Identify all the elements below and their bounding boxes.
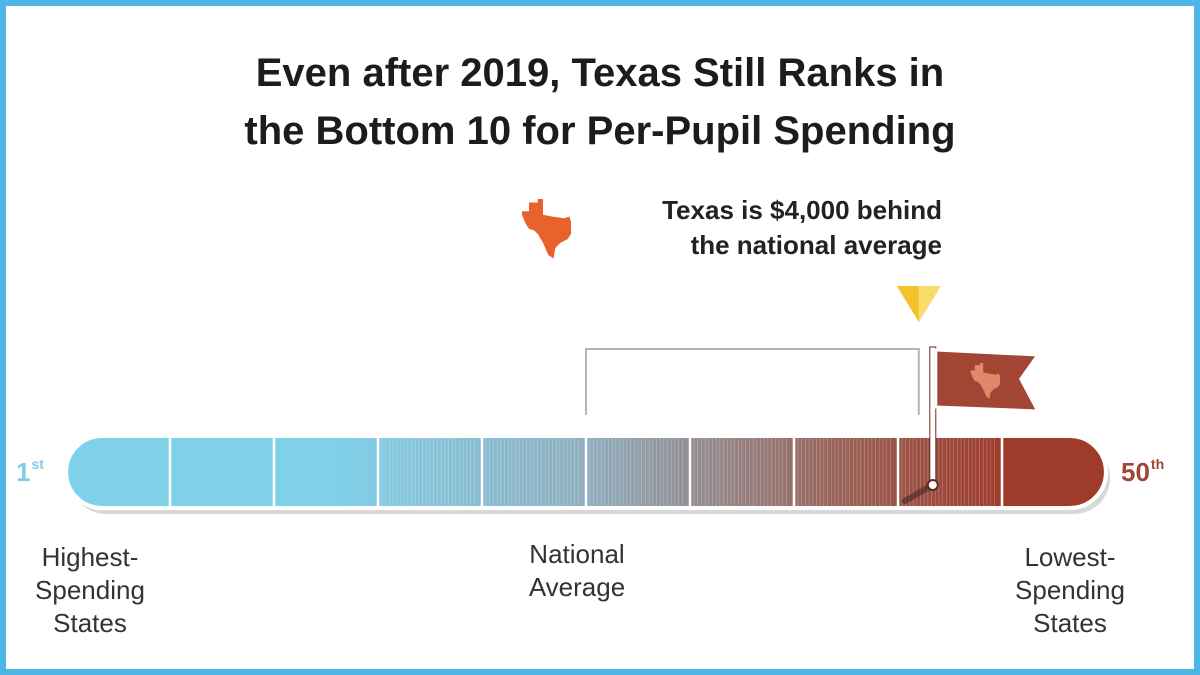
chart-title-line-2: the Bottom 10 for Per-Pupil Spending [244, 109, 956, 153]
rank-first-number: 1 [16, 457, 31, 487]
callout-line-2: the national average [690, 230, 942, 260]
texas-flag [901, 346, 1041, 504]
segment-dividers [168, 436, 1004, 508]
callout-line-1: Texas is $4,000 behind [662, 195, 942, 225]
axis-label-highest-line: Highest- [41, 542, 139, 572]
gap-bracket [585, 348, 920, 415]
rank-last-suffix: th [1150, 456, 1165, 472]
flag-texas-shape-icon [970, 363, 1000, 399]
rank-label-first: 1st [16, 456, 44, 488]
axis-label-highest-spending: Highest- Spending States [0, 541, 200, 640]
axis-label-lowest-line: Spending [1015, 575, 1125, 605]
chart-title-line-1: Even after 2019, Texas Still Ranks in [255, 51, 945, 95]
axis-label-lowest-spending: Lowest- Spending States [960, 541, 1180, 640]
rank-last-number: 50 [1121, 457, 1150, 487]
rank-first-suffix: st [31, 456, 44, 472]
rank-label-last: 50th [1121, 456, 1164, 488]
texas-state-icon [522, 199, 571, 259]
axis-label-national-line: Average [528, 572, 626, 602]
axis-label-highest-line: Spending [35, 575, 145, 605]
axis-label-lowest-line: States [1033, 608, 1107, 638]
bar-texture [381, 436, 995, 508]
axis-label-highest-line: States [53, 608, 127, 638]
axis-label-national-average: National Average [467, 538, 687, 604]
texas-marker-triangle [896, 286, 941, 322]
bar-outline [64, 434, 1108, 510]
axis-label-national-line: National [529, 539, 625, 569]
axis-label-lowest-line: Lowest- [1024, 542, 1116, 572]
